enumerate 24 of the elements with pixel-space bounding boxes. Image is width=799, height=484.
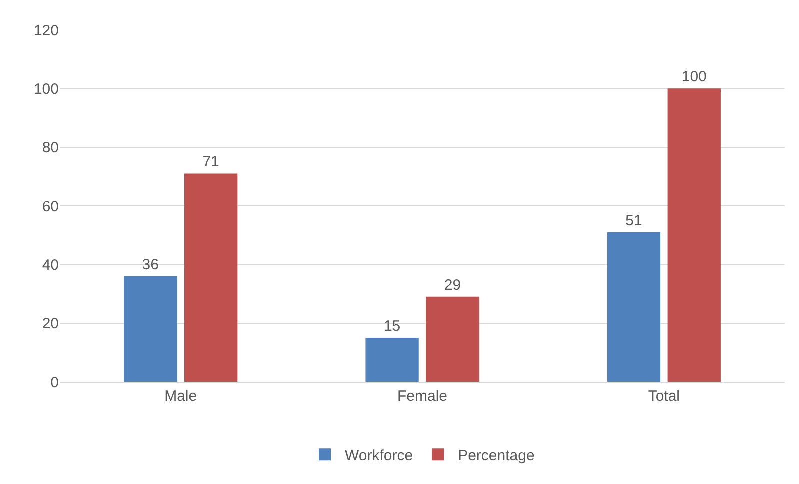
bar	[668, 88, 721, 382]
data-label: 15	[384, 318, 401, 335]
data-label: 100	[682, 68, 707, 86]
bar	[426, 296, 480, 382]
data-label: 71	[202, 154, 220, 171]
legend-label: Workforce	[345, 447, 414, 464]
legend-label: Percentage	[458, 447, 535, 464]
data-label: 51	[626, 212, 642, 230]
y-tick-label: 120	[34, 22, 59, 40]
bar	[366, 338, 419, 382]
y-tick-label: 40	[42, 256, 59, 274]
y-tick-label: 0	[50, 374, 59, 392]
bar	[124, 276, 178, 382]
data-label: 36	[142, 256, 159, 274]
x-tick-label: Male	[164, 388, 198, 405]
bar	[184, 174, 238, 382]
y-tick-label: 60	[42, 198, 59, 216]
x-tick-label: Total	[648, 388, 680, 405]
y-tick-label: 100	[34, 80, 59, 98]
y-tick-label: 20	[42, 316, 59, 333]
bar	[607, 232, 661, 382]
y-tick-label: 80	[42, 140, 59, 157]
x-tick-label: Female	[397, 388, 448, 405]
data-label: 29	[444, 276, 462, 294]
